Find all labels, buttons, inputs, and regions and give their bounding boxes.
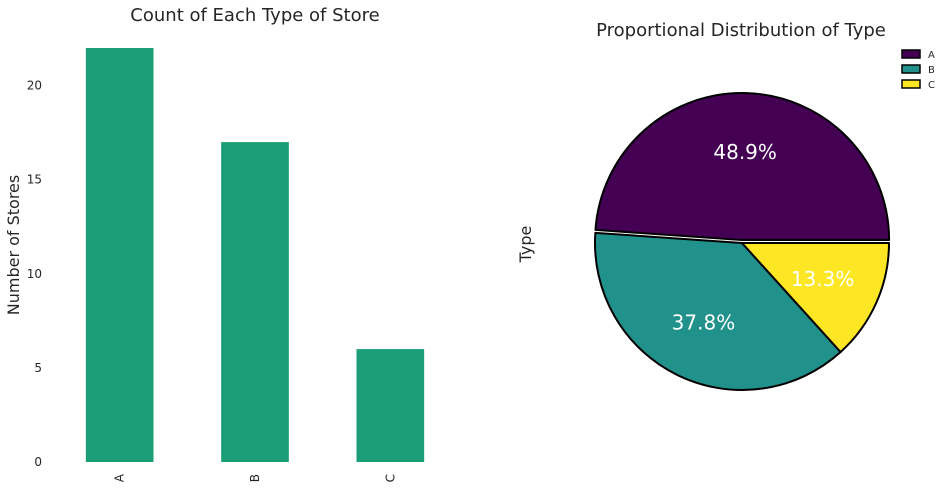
pie-pct-label: 37.8%	[672, 310, 736, 334]
legend-swatch-a	[901, 49, 921, 59]
pie-slice-b	[594, 231, 842, 391]
legend-swatch-c	[901, 79, 921, 89]
x-tick-label: B	[248, 474, 262, 482]
pie-legend: ABC	[901, 49, 935, 91]
x-tick-label: C	[383, 474, 397, 482]
legend-label: C	[928, 80, 935, 91]
bar-b	[221, 142, 289, 462]
y-tick-label: 20	[27, 79, 42, 93]
pie-slices	[594, 92, 891, 391]
legend-label: A	[928, 50, 935, 61]
bar-chart: Count of Each Type of Store Number of St…	[4, 5, 425, 482]
y-tick-label: 5	[34, 361, 42, 375]
pie-pct-labels: 48.9% 37.8% 13.3%	[672, 140, 855, 334]
y-tick-label: 10	[27, 267, 42, 281]
legend-swatch-b	[901, 64, 921, 74]
bars	[85, 48, 425, 462]
pie-slice-a	[594, 92, 891, 242]
legend-label: B	[928, 65, 935, 76]
pie-chart: Proportional Distribution of Type Type 4…	[516, 20, 935, 391]
bar-c	[356, 349, 425, 462]
pie-pct-label: 48.9%	[713, 140, 777, 164]
pie-pct-label: 13.3%	[791, 267, 855, 291]
bar-chart-title: Count of Each Type of Store	[130, 5, 379, 26]
pie-chart-title: Proportional Distribution of Type	[596, 20, 886, 41]
bar-x-ticks: A B C	[113, 473, 398, 482]
bar-chart-ylabel: Number of Stores	[4, 175, 23, 316]
pie-chart-ylabel: Type	[516, 226, 535, 264]
x-tick-label: A	[113, 473, 127, 482]
y-tick-label: 15	[27, 173, 42, 187]
y-tick-label: 0	[34, 455, 42, 469]
bar-y-ticks: 0 5 10 15 20	[27, 79, 42, 469]
bar-a	[85, 48, 154, 462]
pie-slice-c	[741, 242, 890, 354]
